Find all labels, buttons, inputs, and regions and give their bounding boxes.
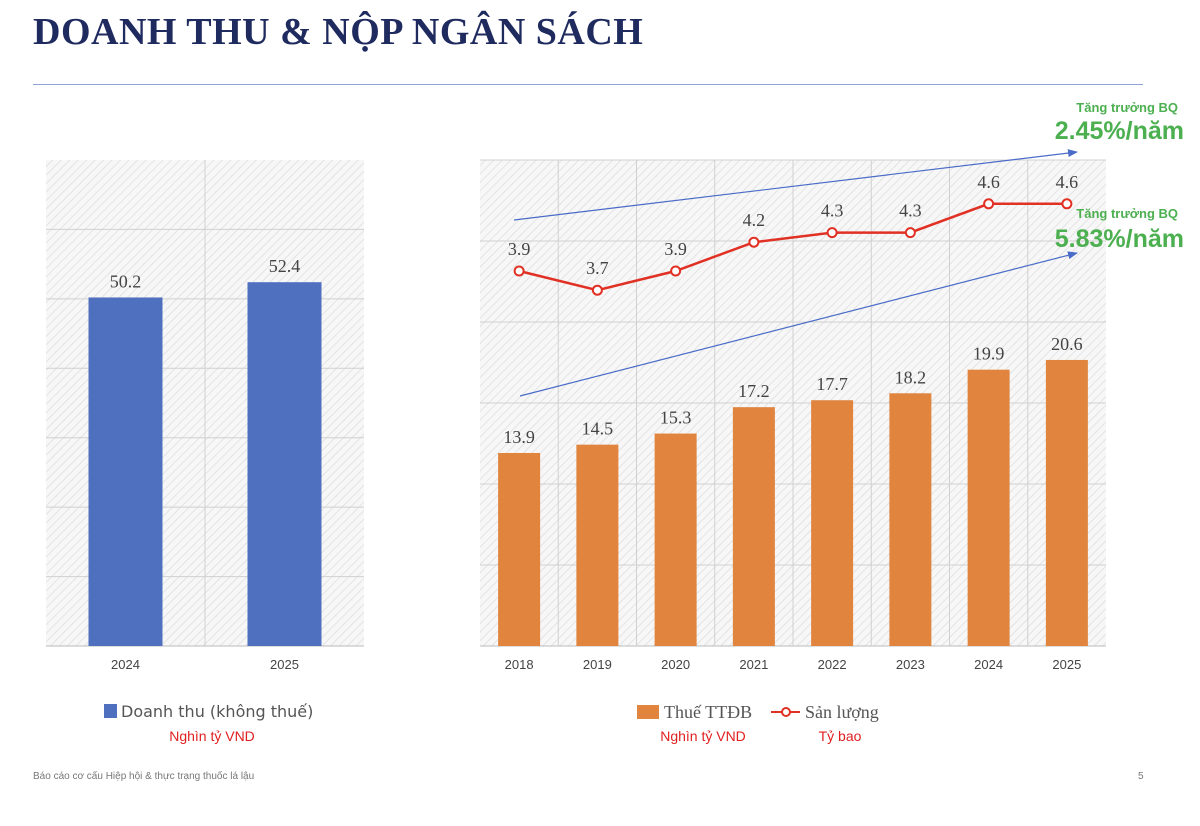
bar-tax-2022 [811,400,854,646]
x-tick-2020: 2020 [661,657,690,672]
point-volume-2019 [591,284,603,296]
data-label-tax-2024: 19.9 [973,344,1005,364]
data-label-volume-2021: 4.2 [743,210,766,230]
bar-tax-2023 [889,393,932,646]
bar-tax-2025 [1045,359,1088,646]
chart-tax-bar-labels: 13.9 14.5 15.3 17.2 17.7 18.2 19.9 20.6 [503,334,1082,447]
bar-tax-2020 [654,433,697,646]
chart-volume-labels: 3.9 3.7 3.9 4.2 4.3 4.3 4.6 4.6 [508,172,1078,278]
data-label-tax-2018: 13.9 [503,427,535,447]
data-label-volume-2020: 3.9 [664,239,687,259]
bar-tax-2021 [732,407,775,646]
data-label-tax-2020: 15.3 [660,408,692,428]
growth-value-volume: 2.45%/năm [1054,117,1184,145]
legend-label-volume: Sản lượng [805,702,879,722]
data-label-tax-2025: 20.6 [1051,334,1083,354]
unit-tax: Nghìn tỷ VND [660,728,746,744]
data-label-volume-2025: 4.6 [1056,172,1079,192]
trend-arrow-volume [513,149,1078,221]
chart-revenue: 50.2 52.4 2024 2025 Doanh thu (không thuế)… [46,160,364,744]
data-label-volume-2018: 3.9 [508,239,531,259]
data-label-revenue-2024: 50.2 [110,271,142,291]
data-label-tax-2023: 18.2 [895,367,927,387]
x-tick-2025: 2025 [1052,657,1081,672]
chart-revenue-x-ticks: 2024 2025 [111,657,299,672]
data-label-volume-2023: 4.3 [899,201,922,221]
point-volume-2024 [983,198,995,210]
title-divider [33,84,1143,85]
x-tick-2019: 2019 [583,657,612,672]
point-volume-2018 [513,265,525,277]
x-tick-2025: 2025 [270,657,299,672]
data-label-tax-2022: 17.7 [816,374,848,394]
bar-tax-2024 [967,369,1010,646]
page-number: 5 [1138,771,1144,782]
bar-tax-2019 [576,444,619,646]
point-volume-2020 [670,265,682,277]
data-label-revenue-2025: 52.4 [269,256,301,276]
trend-arrow-tax [519,251,1078,397]
unit-revenue: Nghìn tỷ VND [169,728,255,744]
legend-swatch-tax [637,705,659,719]
point-volume-2025 [1061,198,1073,210]
bar-revenue-2025 [247,282,322,646]
chart-revenue-bars [88,282,322,646]
footer-text: Báo cáo cơ cấu Hiệp hội & thực trạng thu… [33,771,255,782]
legend-swatch-revenue [104,704,117,718]
data-label-tax-2021: 17.2 [738,381,770,401]
data-label-volume-2024: 4.6 [977,172,1000,192]
chart-tax-volume: 13.9 14.515.317.2 17.7 18.219.9 20.6 3.93.73… [480,149,1106,744]
legend-marker-volume [781,707,791,717]
legend-label-tax: Thuế TTĐB [664,702,752,722]
page-title: DOANH THU & NỘP NGÂN SÁCH [33,11,644,53]
x-tick-2024: 2024 [111,657,140,672]
chart-volume-line [513,198,1073,296]
point-volume-2021 [748,236,760,248]
data-label-volume-2019: 3.7 [586,258,609,278]
bar-tax-2018 [498,452,541,646]
chart-tax-bars [498,359,1088,646]
point-volume-2022 [826,227,838,239]
volume-series-line [518,202,1067,292]
data-label-tax-2019: 14.5 [582,419,614,439]
x-tick-2021: 2021 [739,657,768,672]
x-tick-2022: 2022 [818,657,847,672]
bar-revenue-2024 [88,297,163,646]
point-volume-2023 [904,227,916,239]
growth-value-tax: 5.83%/năm [1054,225,1184,253]
x-tick-2023: 2023 [896,657,925,672]
legend-label-revenue: Doanh thu (không thuế) [121,702,313,721]
x-tick-2018: 2018 [505,657,534,672]
growth-label-volume-title: Tăng trưởng BQ [1076,100,1178,115]
chart-revenue-data-labels: 50.2 52.4 [110,256,301,291]
x-tick-2024: 2024 [974,657,1003,672]
growth-label-tax-title: Tăng trưởng BQ [1076,206,1178,221]
chart-tax-x-ticks: 2018 2019 2020 2021 2022 2023 2024 2025 [505,657,1082,672]
data-label-volume-2022: 4.3 [821,201,844,221]
unit-volume: Tỷ bao [819,728,862,744]
